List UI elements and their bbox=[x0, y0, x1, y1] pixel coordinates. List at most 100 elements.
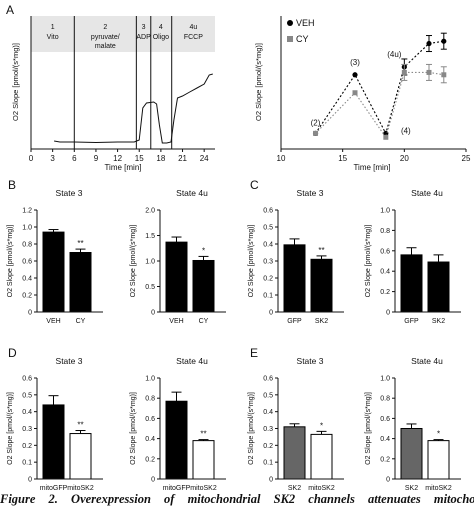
trace-y-label: O2 Slope [pmol/(s*mg)] bbox=[11, 43, 20, 121]
category-label: GFP bbox=[404, 318, 419, 325]
state-annotation: (2) bbox=[311, 118, 321, 127]
panel-letter-d: D bbox=[8, 346, 17, 360]
bar-chart-d-state4u: State 4u 0 0.2 0.4 0.6 0.8 1.0 O2 Slope [pmol/(… bbox=[130, 356, 226, 490]
phase-number: 4u bbox=[189, 24, 197, 31]
y-tick-label: 0.3 bbox=[263, 426, 273, 433]
significance-mark: ** bbox=[77, 239, 83, 248]
chart-title: State 3 bbox=[56, 188, 83, 198]
y-tick-label: 0.4 bbox=[263, 242, 273, 249]
trace-x-label: Time [min] bbox=[104, 163, 141, 172]
phase-label: FCCP bbox=[184, 34, 203, 41]
category-label: mitoGFP bbox=[163, 485, 191, 490]
significance-mark: * bbox=[202, 246, 205, 255]
figure-caption: Figure 2. Overexpression of mitochondria… bbox=[0, 492, 474, 506]
chart-title: State 3 bbox=[56, 356, 83, 366]
y-tick-label: 0.2 bbox=[263, 276, 273, 283]
bar-mitogfp bbox=[42, 404, 65, 480]
phase-label: pyruvate/ bbox=[91, 34, 120, 41]
panel-letter-e: E bbox=[250, 346, 258, 360]
y-tick-label: 0.4 bbox=[22, 409, 32, 416]
panel-a-trace: 1 Vito 2 pyruvate/malate 3 ADP 4 Oligo 4u FCCP 0 3… bbox=[11, 16, 215, 172]
y-tick-label: 2.0 bbox=[145, 208, 155, 215]
phase-label: ADP bbox=[136, 34, 151, 41]
y-tick-label: 1.0 bbox=[380, 376, 390, 383]
panel-a-states: 10 15 20 25 (2) (3) (4) (4u) VEH CY Time [min]… bbox=[254, 16, 471, 172]
trace-x-tick-label: 15 bbox=[135, 154, 144, 163]
trace-x-tick-label: 0 bbox=[29, 154, 34, 163]
data-point-cy bbox=[313, 130, 319, 136]
significance-mark: ** bbox=[200, 430, 206, 439]
data-point-cy bbox=[401, 69, 407, 75]
y-axis-label: O2 Slope [pmol/(s*mg)] bbox=[248, 392, 255, 465]
y-tick-label: 0.1 bbox=[22, 460, 32, 467]
y-tick-label: 0 bbox=[151, 310, 155, 317]
bar-mitosk2 bbox=[69, 433, 92, 480]
legend-veh-label: VEH bbox=[296, 18, 315, 28]
y-tick-label: 0.2 bbox=[22, 293, 32, 300]
trace-x-tick-label: 6 bbox=[72, 154, 77, 163]
bar-veh bbox=[165, 241, 188, 313]
y-tick-label: 1.2 bbox=[22, 208, 32, 215]
category-label: mitoSK2 bbox=[425, 485, 452, 490]
y-tick-label: 0.2 bbox=[22, 443, 32, 450]
category-label: SK2 bbox=[315, 318, 328, 325]
y-tick-label: 0.5 bbox=[263, 225, 273, 232]
states-x-ticks: 10 15 20 25 bbox=[277, 149, 471, 163]
legend-cy-marker bbox=[287, 36, 293, 42]
y-tick-label: 0.2 bbox=[263, 443, 273, 450]
significance-mark: ** bbox=[77, 421, 83, 430]
category-label: GFP bbox=[287, 318, 302, 325]
y-tick-label: 0 bbox=[386, 310, 390, 317]
y-tick-label: 0.5 bbox=[145, 284, 155, 291]
bar-chart-c-state4u: State 4u 0 0.2 0.4 0.6 0.8 1.0 O2 Slope [pmol/(… bbox=[365, 188, 461, 325]
y-tick-label: 0.5 bbox=[22, 392, 32, 399]
data-point-veh bbox=[441, 38, 447, 44]
y-tick-label: 0.4 bbox=[380, 269, 390, 276]
y-tick-label: 0.4 bbox=[380, 436, 390, 443]
phase-number: 3 bbox=[142, 24, 146, 31]
significance-mark: * bbox=[437, 430, 440, 439]
y-tick-label: 0 bbox=[269, 477, 273, 484]
y-tick-label: 0.3 bbox=[22, 426, 32, 433]
state-annotation: (4) bbox=[401, 126, 411, 135]
phase-header-band bbox=[31, 16, 215, 52]
bar-chart-c-state3: State 3 0 0.1 0.2 0.3 0.4 0.5 0.6 O2 Slope [pmol… bbox=[248, 188, 344, 325]
states-x-label: Time [min] bbox=[353, 163, 390, 172]
bar-chart-b-state4u: State 4u 0 0.5 1.0 1.5 2.0 O2 Slope [pmol/(s*m… bbox=[130, 188, 226, 325]
category-label: VEH bbox=[46, 318, 60, 325]
y-tick-label: 1.0 bbox=[22, 225, 32, 232]
trace-x-tick-label: 3 bbox=[50, 154, 55, 163]
y-tick-label: 0.4 bbox=[263, 409, 273, 416]
states-x-tick-label: 25 bbox=[462, 154, 471, 163]
y-tick-label: 1.0 bbox=[380, 208, 390, 215]
bar-chart-b-state3: State 3 0 0.2 0.4 0.6 0.8 1.0 1.2 O2 Slope [pmol… bbox=[7, 188, 103, 325]
y-tick-label: 0.4 bbox=[22, 276, 32, 283]
panel-letter-c: C bbox=[250, 178, 259, 192]
series-line-veh bbox=[315, 40, 444, 135]
data-point-veh bbox=[352, 72, 358, 78]
y-tick-label: 0.6 bbox=[380, 416, 390, 423]
legend-veh-marker bbox=[287, 20, 293, 26]
category-label: SK2 bbox=[405, 485, 418, 490]
y-axis-label: O2 Slope [pmol/(s*mg)] bbox=[7, 225, 14, 298]
y-tick-label: 0.2 bbox=[380, 456, 390, 463]
bar-cy bbox=[192, 259, 215, 313]
trace-x-tick-label: 18 bbox=[156, 154, 165, 163]
y-tick-label: 0.3 bbox=[263, 259, 273, 266]
y-tick-label: 0.6 bbox=[22, 259, 32, 266]
y-tick-label: 0.5 bbox=[263, 392, 273, 399]
data-point-cy bbox=[441, 72, 447, 78]
significance-mark: * bbox=[320, 421, 323, 430]
category-label: SK2 bbox=[288, 485, 301, 490]
y-tick-label: 0.6 bbox=[263, 208, 273, 215]
data-point-cy bbox=[426, 69, 432, 75]
y-tick-label: 0.8 bbox=[145, 396, 155, 403]
y-tick-label: 0.6 bbox=[22, 376, 32, 383]
y-tick-label: 0.8 bbox=[22, 242, 32, 249]
chart-title: State 3 bbox=[297, 356, 324, 366]
bar-mitosk2 bbox=[192, 440, 215, 480]
phase-boundaries bbox=[73, 16, 173, 149]
y-tick-label: 0.2 bbox=[380, 289, 390, 296]
y-tick-label: 0 bbox=[151, 477, 155, 484]
phase-label: Oligo bbox=[153, 34, 169, 41]
